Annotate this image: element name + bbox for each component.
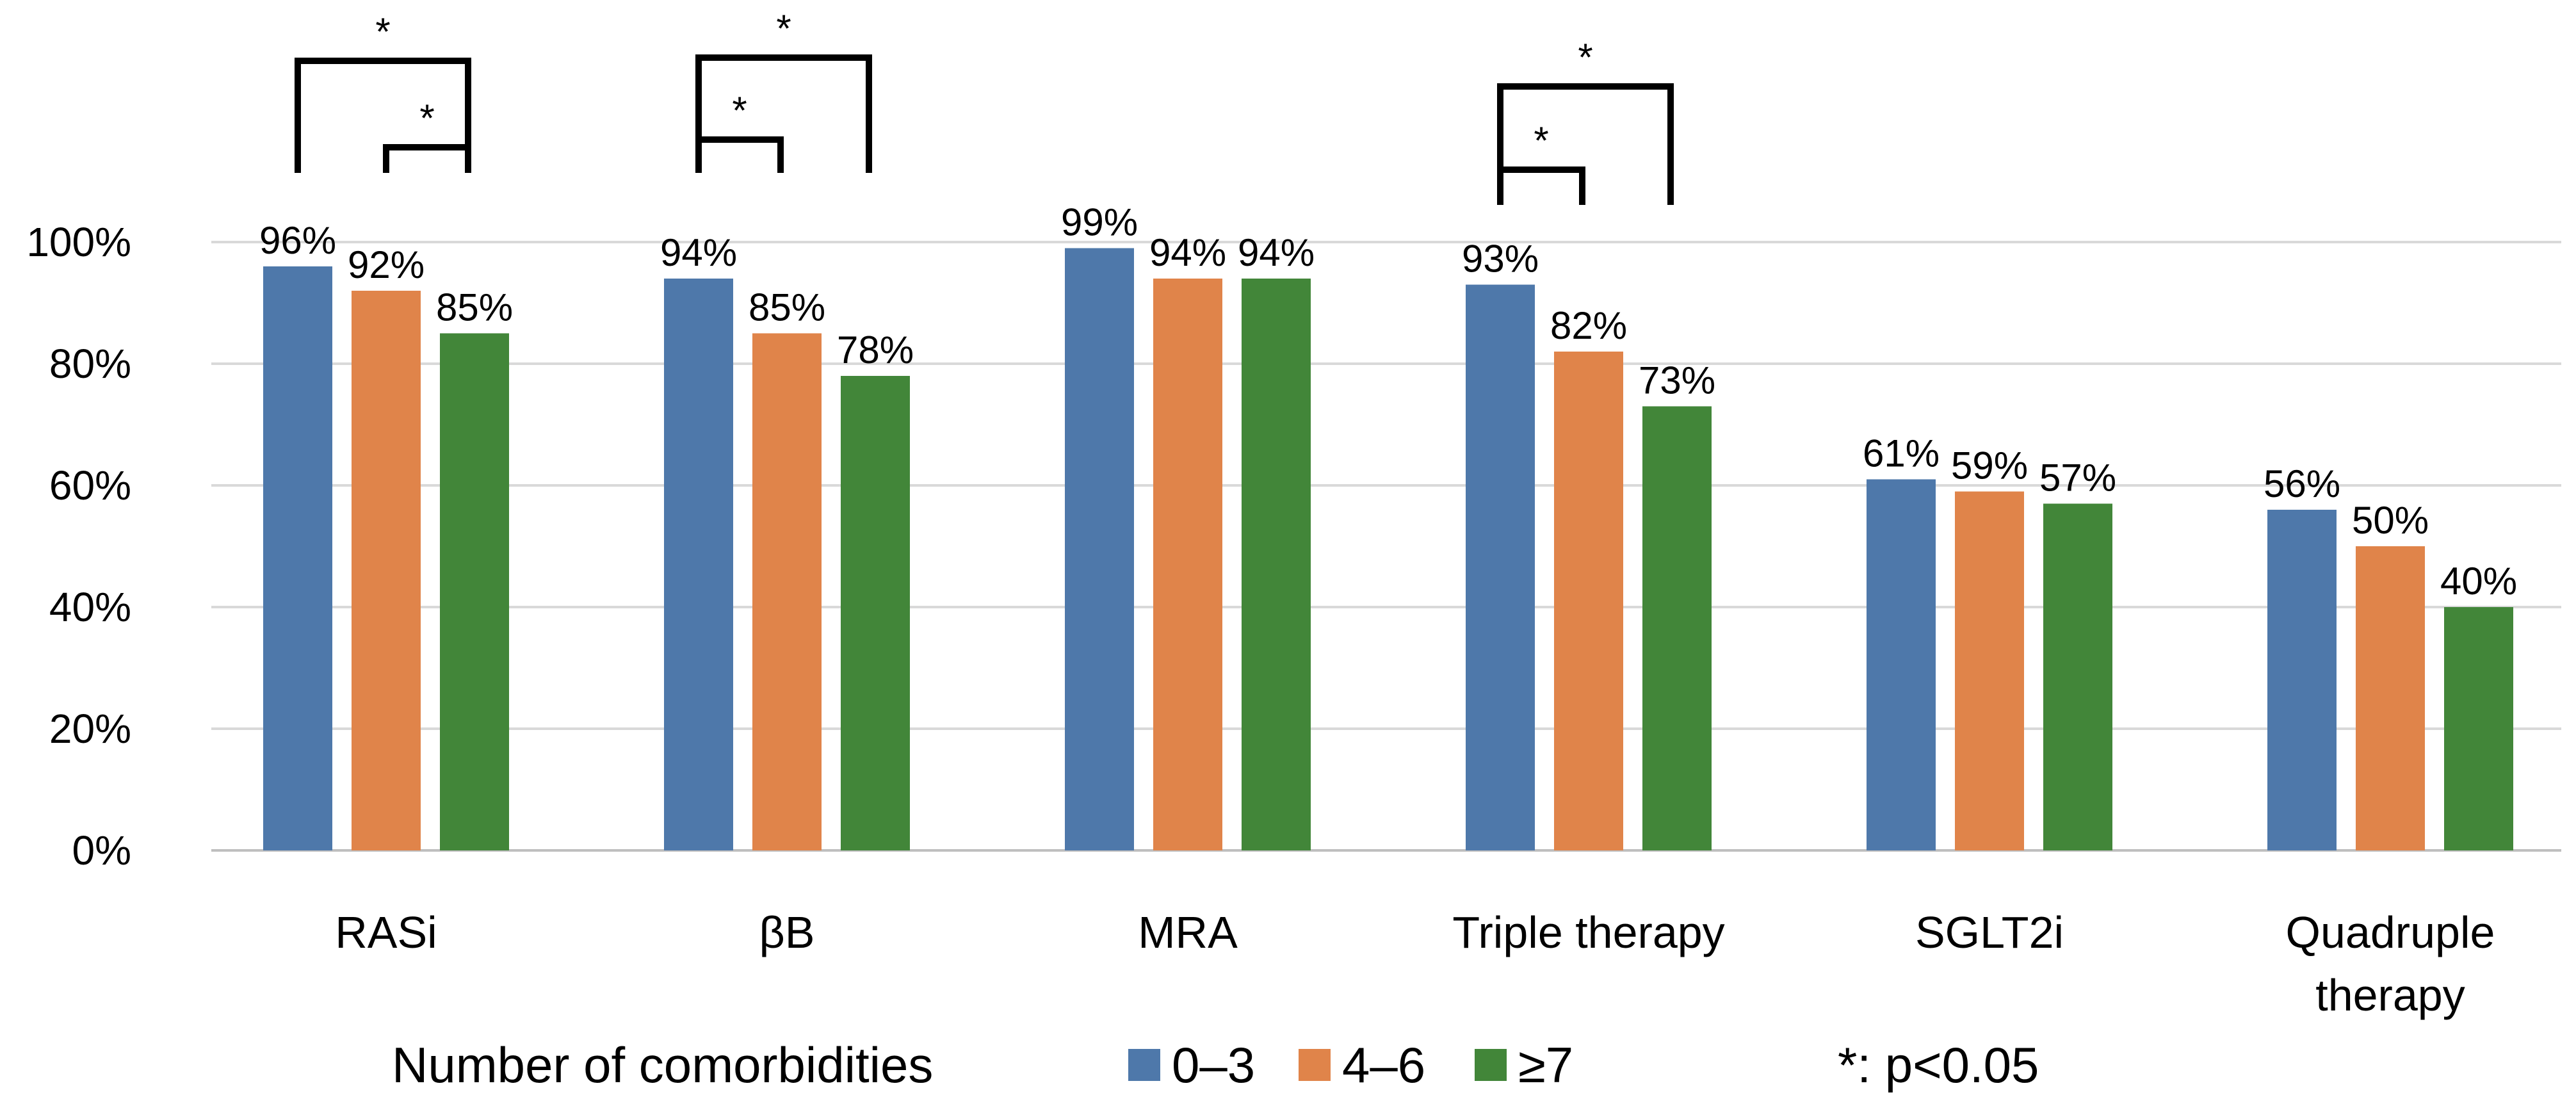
significance-bracket (1497, 83, 1674, 205)
data-label: 93% (1462, 238, 1539, 280)
legend: Number of comorbidities 0–3 4–6 ≥7 *: p<0.05 (392, 1037, 2039, 1093)
significance-star: * (375, 10, 390, 53)
y-axis-ticks: 0% 20% 40% 60% 80% 100% (26, 219, 131, 873)
bar (664, 279, 733, 850)
category-label: RASi (335, 907, 437, 957)
bar (1554, 352, 1623, 850)
bars (263, 248, 2513, 850)
data-label: 99% (1061, 201, 1138, 244)
data-label: 85% (436, 286, 513, 329)
bar (841, 376, 910, 850)
significance-bracket (695, 54, 872, 173)
legend-label: 4–6 (1342, 1037, 1425, 1093)
data-label: 57% (2039, 457, 2116, 499)
data-label: 78% (837, 329, 914, 371)
data-label: 92% (348, 243, 425, 286)
significance-star: * (732, 89, 747, 132)
data-label: 94% (1149, 231, 1226, 274)
significance-bracket (695, 136, 784, 173)
data-label: 73% (1639, 359, 1715, 402)
category-label: therapy (2315, 970, 2465, 1020)
category-label: SGLT2i (1915, 907, 2064, 957)
y-tick-label: 20% (49, 706, 131, 752)
legend-swatch (1299, 1049, 1331, 1081)
bar (2043, 503, 2112, 850)
category-label: Quadruple (2286, 907, 2495, 957)
bar (1065, 248, 1134, 850)
significance-star: * (419, 97, 434, 140)
category-label: MRA (1138, 907, 1238, 957)
bar (1955, 491, 2024, 850)
data-label: 94% (660, 231, 737, 274)
legend-title: Number of comorbidities (392, 1037, 933, 1093)
bar (752, 333, 822, 850)
significance-star: * (776, 7, 791, 50)
legend-swatch (1475, 1049, 1507, 1081)
legend-label: ≥7 (1518, 1037, 1573, 1093)
bar (1153, 279, 1222, 850)
gridlines (211, 241, 2561, 852)
data-label: 50% (2352, 499, 2429, 542)
significance-note: *: p<0.05 (1838, 1037, 2039, 1093)
data-label: 40% (2440, 560, 2517, 603)
data-label: 59% (1951, 444, 2028, 487)
data-label: 56% (2264, 462, 2340, 505)
data-label: 82% (1550, 304, 1627, 347)
bar (1242, 279, 1311, 850)
bar (2444, 607, 2513, 850)
significance-star: * (1534, 119, 1548, 162)
legend-label: 0–3 (1172, 1037, 1255, 1093)
bar (2267, 510, 2337, 850)
bar (2356, 546, 2425, 850)
significance-bracket (295, 58, 471, 173)
x-axis-categories: RASi βB MRA Triple therapy SGLT2i Quadruple th… (335, 907, 2495, 1020)
legend-swatch (1128, 1049, 1160, 1081)
significance-bracket (1497, 166, 1585, 205)
bar (263, 266, 332, 850)
bar (352, 291, 421, 850)
category-label: Triple therapy (1452, 907, 1724, 957)
significance-bracket (383, 144, 471, 173)
data-labels: 96% 94% 99% 93% 61% 56% 92% 85% 94% 82% 59% 50% 85% 7… (259, 201, 2517, 603)
data-label: 94% (1238, 231, 1315, 274)
y-tick-label: 100% (26, 219, 131, 265)
significance-brackets: * * * * * * (295, 7, 1674, 205)
bar (1642, 406, 1712, 850)
bar (1867, 479, 1936, 850)
bar (1466, 284, 1535, 850)
y-tick-label: 40% (49, 584, 131, 630)
y-tick-label: 0% (72, 827, 132, 873)
category-label: βB (759, 907, 815, 957)
y-tick-label: 60% (49, 462, 131, 508)
data-label: 85% (749, 286, 825, 329)
data-label: 61% (1863, 432, 1940, 475)
data-label: 96% (259, 219, 336, 262)
y-tick-label: 80% (49, 341, 131, 387)
bar (440, 333, 509, 850)
significance-star: * (1578, 36, 1592, 79)
